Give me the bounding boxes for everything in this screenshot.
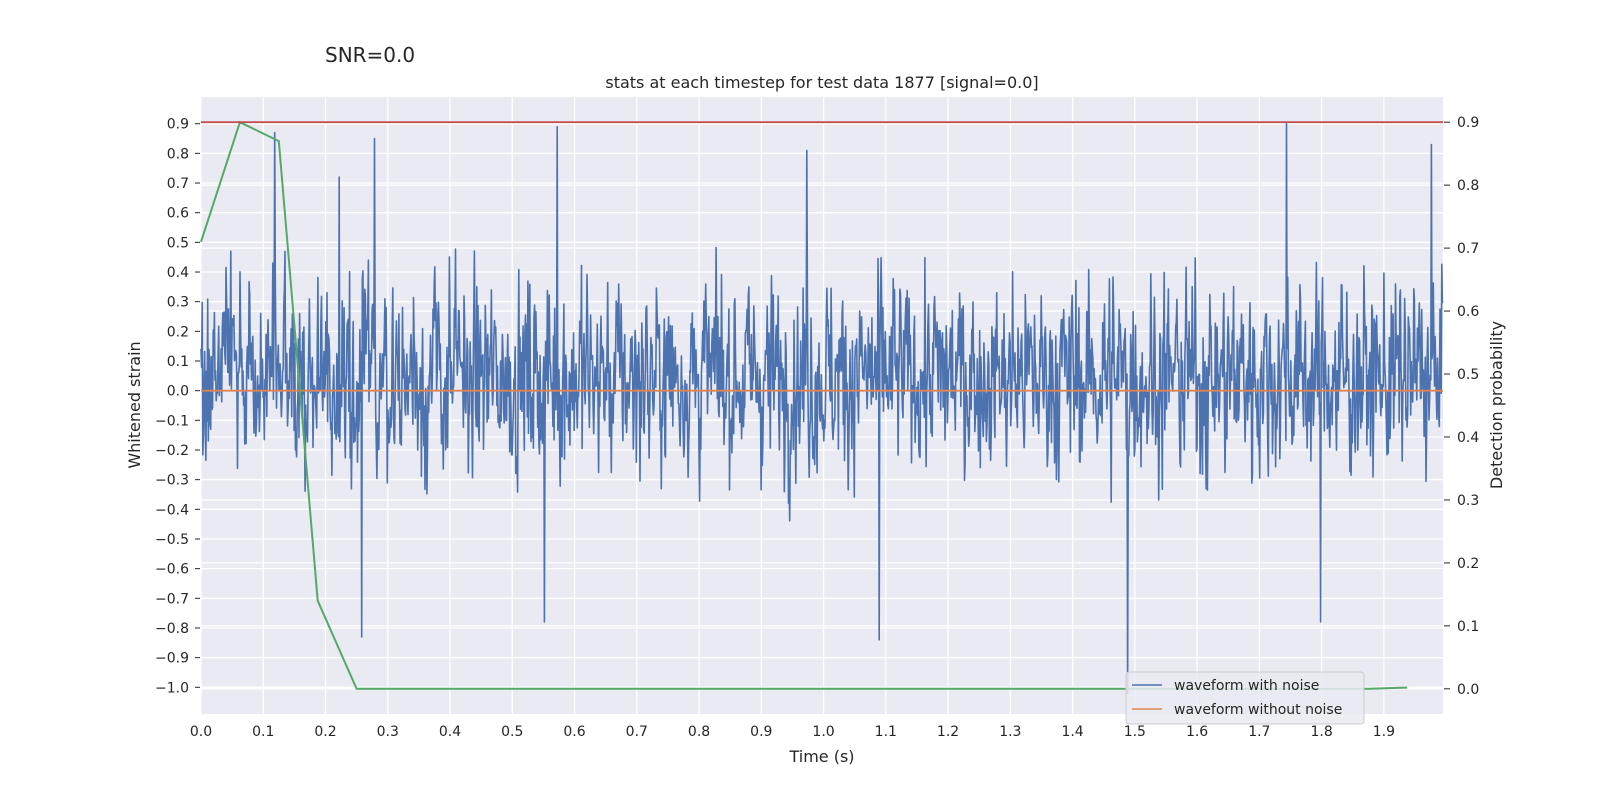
x-tick-label: 1.4 [1061, 724, 1083, 740]
x-tick-label: 1.1 [875, 724, 897, 740]
left-y-tick-label: 0.5 [167, 235, 189, 251]
left-y-tick-label: −0.1 [155, 413, 189, 429]
right-y-tick-label: 0.9 [1457, 115, 1479, 131]
left-y-tick-label: 0.0 [167, 384, 189, 400]
right-y-tick-label: 0.1 [1457, 619, 1479, 635]
legend-label-noise: waveform with noise [1174, 678, 1319, 694]
x-tick-label: 0.6 [563, 724, 585, 740]
legend-label-clean: waveform without noise [1174, 702, 1342, 718]
x-tick-label: 1.6 [1186, 724, 1208, 740]
left-y-tick-label: −0.6 [155, 562, 189, 578]
suptitle: SNR=0.0 [325, 43, 415, 67]
left-y-tick-label: −0.9 [155, 651, 189, 667]
x-tick-label: 0.3 [377, 724, 399, 740]
left-y-axis-label: Whitened strain [125, 341, 144, 468]
right-y-tick-label: 0.7 [1457, 241, 1479, 257]
x-tick-label: 0.5 [501, 724, 523, 740]
left-y-tick-label: 0.3 [167, 295, 189, 311]
left-y-tick-label: −0.5 [155, 532, 189, 548]
noise-line [200, 122, 1444, 694]
right-y-tick-label: 0.5 [1457, 367, 1479, 383]
x-tick-label: 1.5 [1124, 724, 1146, 740]
left-y-tick-label: −0.3 [155, 473, 189, 489]
left-y-tick-label: 0.1 [167, 354, 189, 370]
left-y-tick-label: −1.0 [155, 680, 189, 696]
left-y-tick-label: −0.7 [155, 591, 189, 607]
x-tick-label: 1.0 [812, 724, 834, 740]
left-y-tick-label: 0.8 [167, 146, 189, 162]
right-y-tick-label: 0.4 [1457, 430, 1479, 446]
x-tick-label: 0.7 [626, 724, 648, 740]
chart-title: stats at each timestep for test data 187… [605, 73, 1038, 92]
right-y-axis-label: Detection probability [1487, 321, 1506, 489]
x-tick-label: 0.1 [252, 724, 274, 740]
right-y-tick-label: 0.6 [1457, 304, 1479, 320]
right-y-tick-label: 0.0 [1457, 682, 1479, 698]
x-tick-label: 0.8 [688, 724, 710, 740]
left-y-tick-label: 0.4 [167, 265, 189, 281]
x-tick-label: 1.8 [1310, 724, 1332, 740]
x-tick-label: 0.9 [750, 724, 772, 740]
legend-box [1125, 671, 1365, 725]
left-y-tick-label: 0.6 [167, 206, 189, 222]
left-y-tick-labels: −1.0 −0.9 −0.8 −0.7 −0.6 −0.5 −0.4 −0.3 −0.2 −0.1… [155, 117, 200, 696]
right-y-tick-label: 0.2 [1457, 556, 1479, 572]
x-tick-label: 0.0 [190, 724, 212, 740]
x-tick-labels: 0.0 0.1 0.2 0.3 0.4 0.5 0.6 0.7 0.8 0.9 1.0 1.1 1.2 1… [190, 724, 1395, 740]
x-tick-label: 0.4 [439, 724, 461, 740]
x-tick-label: 1.9 [1373, 724, 1395, 740]
right-y-tick-label: 0.3 [1457, 493, 1479, 509]
left-y-tick-label: −0.2 [155, 443, 189, 459]
right-y-tick-labels: 0.0 0.1 0.2 0.3 0.4 0.5 0.6 0.7 0.8 0.9 [1444, 115, 1479, 698]
left-y-tick-label: 0.7 [167, 176, 189, 192]
left-y-tick-label: 0.2 [167, 324, 189, 340]
x-tick-label: 0.2 [314, 724, 336, 740]
series-waveform-with-noise [200, 122, 1444, 694]
left-y-tick-label: 0.9 [167, 117, 189, 133]
x-tick-label: 1.7 [1248, 724, 1270, 740]
legend: waveform with noise waveform without noi… [1125, 671, 1365, 725]
x-axis-label: Time (s) [788, 747, 854, 766]
x-tick-label: 1.3 [999, 724, 1021, 740]
left-y-tick-label: −0.8 [155, 621, 189, 637]
right-y-tick-label: 0.8 [1457, 178, 1479, 194]
x-tick-label: 1.2 [937, 724, 959, 740]
left-y-tick-label: −0.4 [155, 502, 189, 518]
